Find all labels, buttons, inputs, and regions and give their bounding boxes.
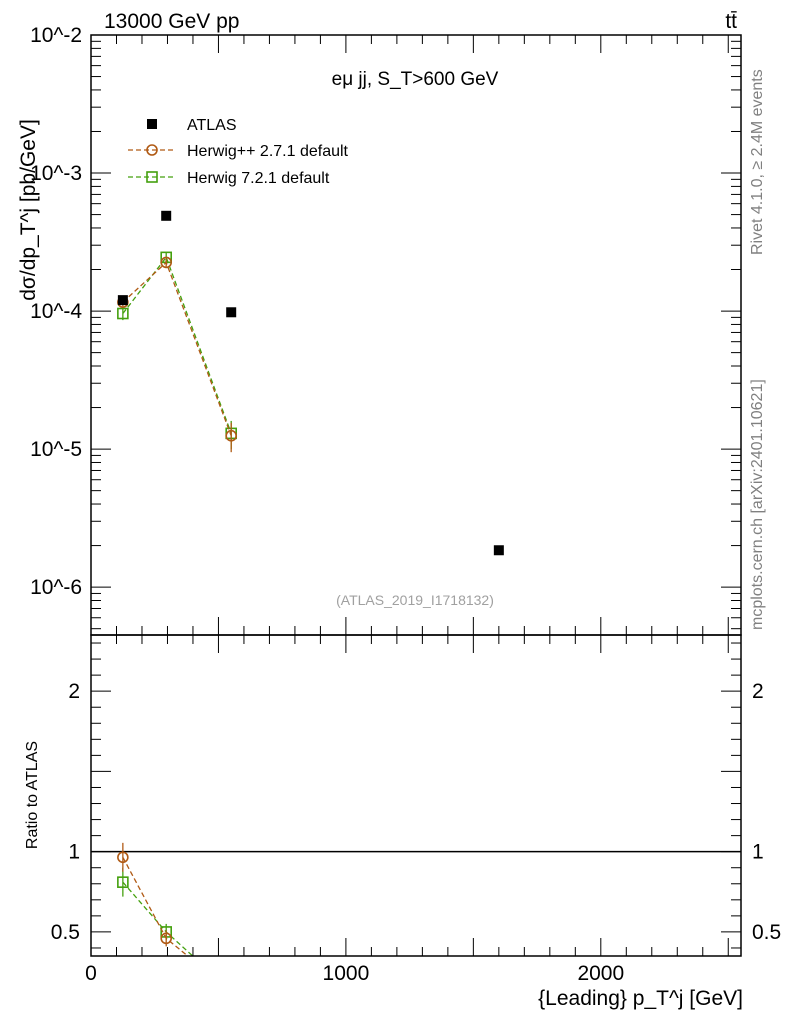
ratio-frame [90, 634, 742, 957]
ratio-point [226, 986, 236, 996]
ratio-y-tick-label-right: 2 [752, 680, 764, 703]
ratio-data [117, 842, 236, 997]
legend: ATLAS Herwig++ 2.7.1 default Herwig 7.2.1 … [128, 117, 349, 187]
ratio-series-herwig-2-7-1-default [117, 842, 236, 997]
legend-label: Herwig++ 2.7.1 default [187, 143, 349, 160]
data-point [117, 295, 128, 306]
main-y-tick-label: 10^-6 [30, 576, 82, 599]
legend-label: ATLAS [187, 117, 237, 134]
ratio-series-group [117, 842, 236, 997]
ratio-point [226, 987, 236, 997]
main-y-tick-label: 10^-4 [30, 300, 82, 323]
data-point [493, 545, 504, 556]
ratio-panel: 0.5 0.5 1 1 2 2 0 1000 2000 Ratio to ATLAS {Lead… [24, 634, 781, 1010]
ratio-ticks [90, 635, 741, 956]
ratio-y-tick-label: 2 [68, 680, 80, 703]
x-tick-label: 1000 [323, 962, 370, 985]
ratio-y-title: Ratio to ATLAS [24, 741, 41, 849]
ratio-y-tick-label-right: 1 [752, 841, 764, 864]
x-axis-title: {Leading} p_T^j [GeV] [538, 987, 743, 1010]
main-title-text: eμ jj, S_T>600 GeV [332, 69, 499, 90]
data-point [226, 307, 237, 318]
data-point [117, 307, 129, 320]
main-ticks [90, 34, 741, 635]
ratio-y-tick-label: 0.5 [51, 921, 80, 944]
ratio-point [117, 876, 129, 888]
ratio-point [160, 932, 172, 945]
mcplots-label: mcplots.cern.ch [arXiv:2401.10621] [749, 379, 766, 630]
main-y-tick-label: 10^-3 [30, 162, 82, 185]
x-tick-label: 0 [85, 962, 97, 985]
main-y-tick-labels: 10^-6 10^-5 10^-4 10^-3 10^-2 [30, 24, 82, 599]
series-atlas [117, 210, 504, 556]
legend-label: Herwig 7.2.1 default [187, 170, 330, 187]
header-right: tt̄ [725, 10, 737, 33]
legend-item: ATLAS [147, 117, 237, 134]
ratio-y-tick-label-right: 0.5 [752, 921, 781, 944]
main-title: eμ jj, S_T>600 GeV [332, 69, 499, 90]
ratio-point [117, 851, 129, 864]
data-point [160, 256, 172, 269]
legend-marker [147, 119, 157, 129]
main-data [117, 210, 504, 556]
main-y-tick-label: 10^-5 [30, 438, 82, 461]
series-herwig-2-7-1-default [117, 256, 237, 453]
legend-item: Herwig++ 2.7.1 default [128, 143, 349, 160]
legend-item: Herwig 7.2.1 default [128, 170, 330, 187]
main-y-title-text: dσ/dp_T^j [pb/GeV] [17, 119, 40, 301]
main-y-tick-label: 10^-2 [30, 24, 82, 47]
data-point [161, 210, 172, 221]
header-left: 13000 GeV pp [104, 10, 239, 33]
series-line [122, 261, 232, 436]
main-y-title: dσ/dp_T^j [pb/GeV] [17, 119, 40, 301]
ratio-line [122, 856, 189, 956]
data-point [225, 429, 237, 442]
ratio-line [122, 881, 194, 956]
analysis-ref: (ATLAS_2019_I1718132) [336, 592, 494, 608]
legend-marker [146, 171, 158, 183]
x-tick-label: 2000 [577, 962, 624, 985]
main-panel: 10^-6 10^-5 10^-4 10^-3 10^-2 eμ jj, S_T>600… [17, 24, 742, 636]
rivet-label: Rivet 4.1.0, ≥ 2.4M events [749, 69, 766, 255]
x-axis-title-text: {Leading} p_T^j [GeV] [538, 987, 743, 1010]
series-line [122, 256, 232, 434]
ratio-tick-labels: 0.5 0.5 1 1 2 2 0 1000 2000 [51, 680, 781, 985]
series-herwig-7-2-1-default [117, 251, 237, 450]
legend-marker [146, 144, 158, 156]
ratio-series-herwig-7-2-1-default [117, 867, 236, 996]
ratio-y-tick-label: 1 [68, 841, 80, 864]
